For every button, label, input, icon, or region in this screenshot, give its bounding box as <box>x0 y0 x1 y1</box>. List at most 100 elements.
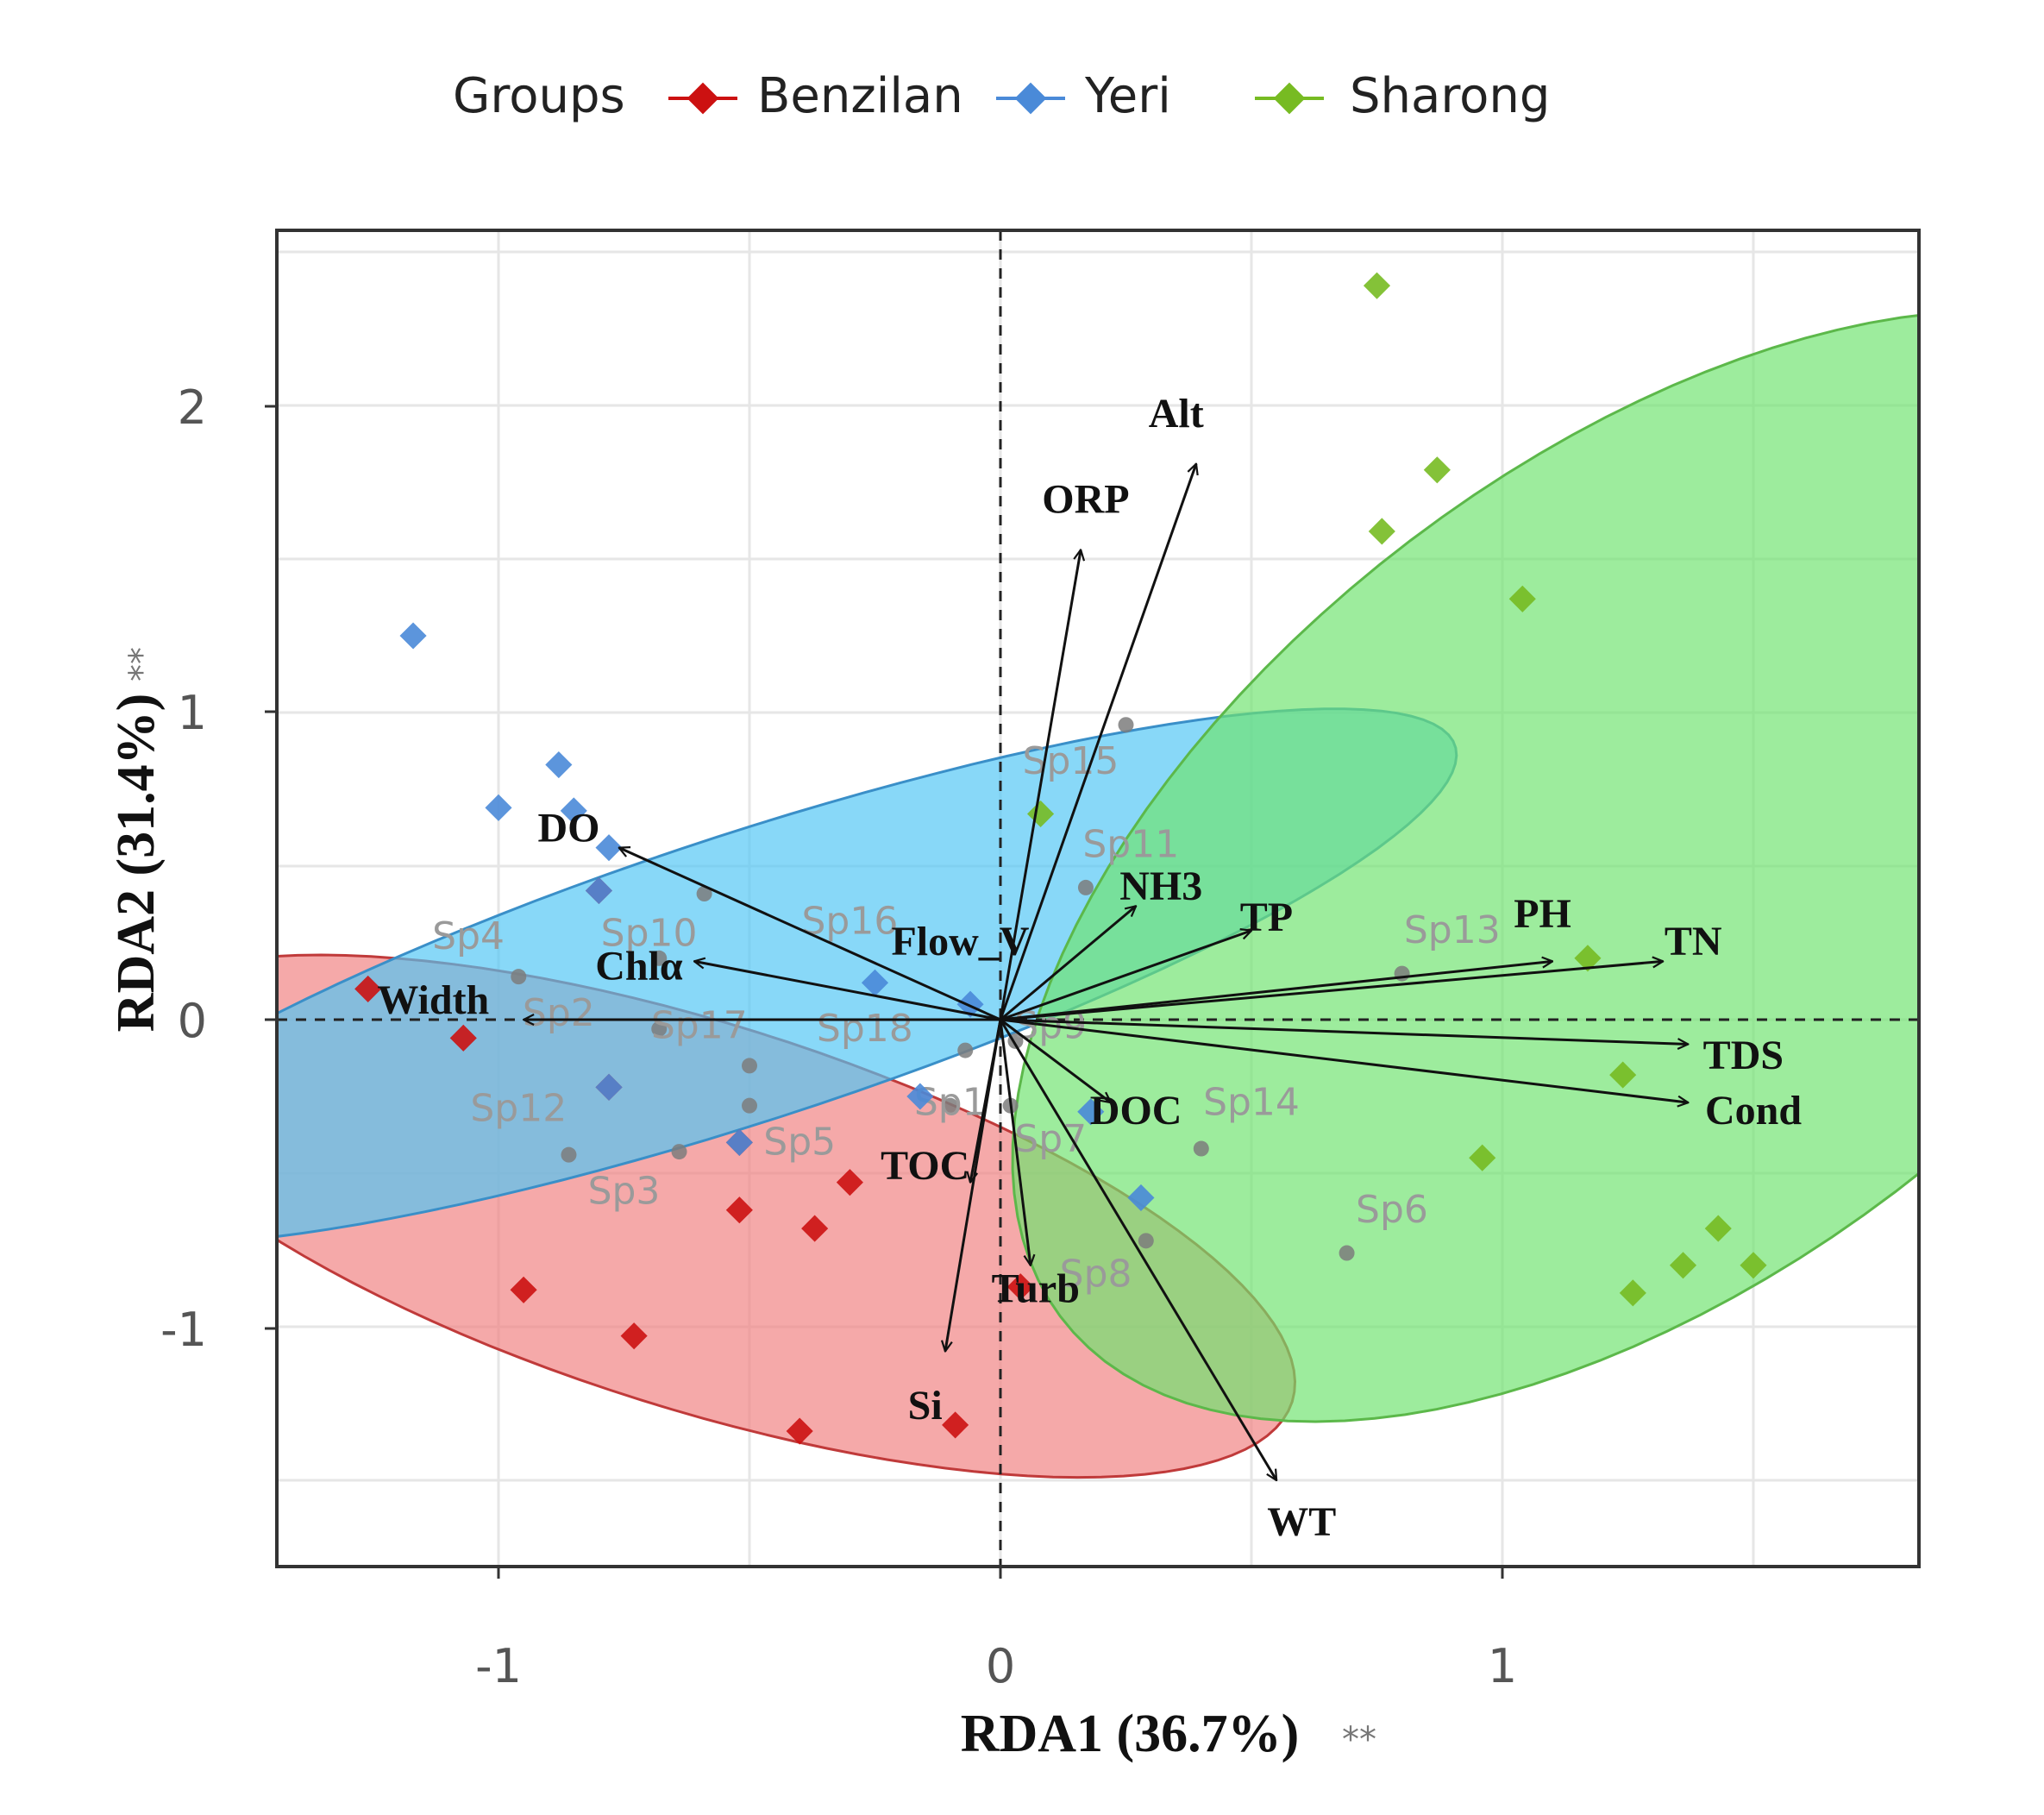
env-arrow <box>694 961 1001 1021</box>
env-arrow <box>1000 1018 1111 1102</box>
species-point <box>511 969 527 985</box>
legend-key-marker-sharong <box>1273 82 1306 115</box>
species-label: Sp4 <box>432 914 505 958</box>
x-tick-label: -1 <box>475 1639 522 1693</box>
env-arrow <box>619 848 1001 1021</box>
species-label: Sp2 <box>523 991 595 1035</box>
species-point <box>1118 717 1134 733</box>
species-point <box>1077 879 1094 895</box>
species-point <box>1138 1233 1154 1249</box>
x-axis-title: RDA1 (36.7%) <box>961 1705 1300 1763</box>
species-point <box>671 1144 687 1160</box>
env-label: Si <box>908 1383 943 1429</box>
species-label: Sp17 <box>651 1003 748 1047</box>
plot-panel-border <box>275 229 1921 1568</box>
y-tick-label: 1 <box>178 686 207 740</box>
env-label: WT <box>1267 1499 1336 1545</box>
env-label: Chlα <box>595 944 683 989</box>
env-arrow <box>1000 1018 1688 1044</box>
site-point-yeri <box>1127 1184 1155 1212</box>
species-point <box>651 1021 668 1037</box>
env-label: TOC <box>881 1143 969 1189</box>
species-label: Sp14 <box>1203 1080 1300 1124</box>
site-point-sharong <box>1669 1252 1697 1279</box>
species-points: Sp15Sp11Sp16Sp13Sp4Sp10Sp2Sp17Sp18Sp9Sp1… <box>432 717 1501 1297</box>
group-ellipses <box>277 313 1919 1479</box>
y-axis-significance: ** <box>122 647 162 681</box>
species-point <box>696 886 712 902</box>
y-axis: -1 0 1 2 <box>160 380 277 1357</box>
site-point-sharong <box>1609 1061 1637 1089</box>
legend: Groups Benzilan Yeri Sharong <box>453 68 1550 124</box>
species-label: Sp16 <box>801 899 898 943</box>
env-label: ORP <box>1042 477 1129 523</box>
x-axis-significance: ** <box>1342 1720 1376 1760</box>
env-arrow <box>1000 961 1552 1021</box>
species-label: Sp5 <box>763 1121 836 1165</box>
legend-label-yeri: Yeri <box>1084 68 1171 124</box>
legend-label-sharong: Sharong <box>1350 68 1550 124</box>
env-label: NH3 <box>1119 864 1202 909</box>
legend-entry-benzilan: Benzilan <box>668 68 963 124</box>
site-point-benzilan <box>1006 1273 1034 1301</box>
env-arrow <box>999 1019 1031 1265</box>
species-label: Sp11 <box>1082 822 1179 866</box>
species-point <box>957 1042 974 1058</box>
y-tick-label: 2 <box>178 380 207 435</box>
species-label: Sp8 <box>1060 1253 1132 1297</box>
site-point-benzilan <box>942 1411 969 1439</box>
env-label: Cond <box>1705 1088 1802 1134</box>
env-arrow <box>999 1019 1278 1480</box>
ellipse-sharong <box>1011 313 1919 1423</box>
species-label: Sp13 <box>1404 908 1501 952</box>
env-label: Alt <box>1149 391 1204 436</box>
env-label: TDS <box>1703 1033 1784 1078</box>
env-arrow <box>945 1019 1002 1351</box>
site-point-yeri <box>1077 1098 1105 1126</box>
site-point-benzilan <box>354 975 382 1002</box>
legend-entry-sharong: Sharong <box>1255 68 1550 124</box>
env-label: DOC <box>1090 1088 1182 1134</box>
x-tick-label: 0 <box>986 1639 1015 1693</box>
x-tick-label: 1 <box>1488 1639 1517 1693</box>
y-axis-title: RDA2 (31.4%) <box>107 694 166 1033</box>
legend-label-benzilan: Benzilan <box>757 68 963 124</box>
env-label: PH <box>1514 891 1571 937</box>
species-point <box>942 1097 958 1114</box>
site-point-yeri <box>399 622 427 650</box>
env-arrow <box>999 550 1081 1021</box>
site-point-yeri <box>906 1083 934 1110</box>
y-tick-label: -1 <box>160 1303 207 1357</box>
site-point-sharong <box>1740 1252 1767 1279</box>
species-point <box>1339 1245 1355 1261</box>
env-label: Turb <box>992 1266 1080 1312</box>
env-arrow <box>999 464 1196 1021</box>
species-label: Sp7 <box>1014 1117 1087 1161</box>
species-point <box>1193 1140 1209 1157</box>
species-label: Sp18 <box>817 1007 913 1051</box>
site-point-sharong <box>1704 1215 1732 1242</box>
env-arrow <box>1000 906 1136 1021</box>
species-point <box>561 1146 577 1163</box>
env-label: Flow_V <box>891 919 1029 964</box>
legend-title: Groups <box>453 68 625 124</box>
site-point-yeri <box>956 990 984 1018</box>
env-label: Width <box>377 977 489 1023</box>
y-tick-label: 0 <box>178 994 207 1048</box>
env-arrow <box>1000 1018 1688 1102</box>
species-point <box>742 1097 757 1114</box>
species-label: Sp3 <box>588 1170 661 1214</box>
species-label: Sp6 <box>1356 1188 1428 1232</box>
site-point-sharong <box>1574 945 1602 972</box>
legend-entry-yeri: Yeri <box>996 68 1171 124</box>
x-axis: -1 0 1 <box>475 1567 1517 1693</box>
species-point <box>742 1058 757 1074</box>
species-label: Sp12 <box>470 1086 567 1130</box>
site-point-sharong <box>1363 272 1391 299</box>
species-point <box>651 950 668 966</box>
species-label: Sp15 <box>1023 739 1119 783</box>
env-arrow <box>1000 961 1663 1021</box>
legend-key-marker-benzilan <box>687 82 719 115</box>
environment-vectors: Alt ORP DO Chlα Width Flow_V NH3 TP PH TN TDS Cond D… <box>377 391 1802 1545</box>
